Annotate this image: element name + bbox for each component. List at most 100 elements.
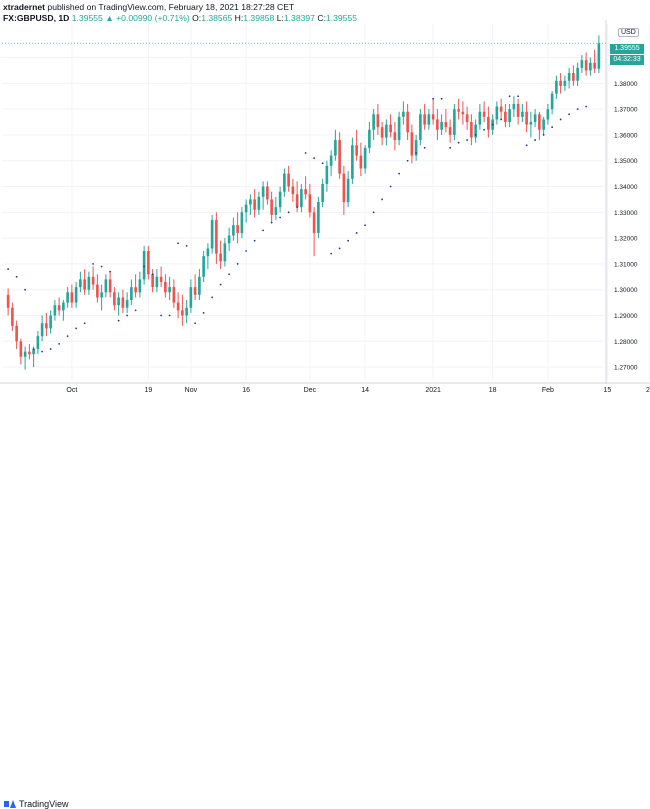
candle-body: [108, 279, 112, 293]
candle-body: [32, 349, 35, 355]
symbol-label: FX:GBPUSD, 1D: [3, 13, 70, 23]
sar-dot: [15, 275, 18, 278]
sar-dot: [381, 198, 384, 201]
candle-body: [147, 251, 150, 275]
candle-body: [444, 122, 448, 128]
candle-body: [176, 302, 180, 311]
candle-body: [19, 341, 23, 357]
sar-dot: [126, 314, 129, 317]
sar-dot: [143, 265, 146, 268]
low-label: L:: [276, 13, 284, 23]
candle-body: [550, 93, 554, 110]
candle-body: [402, 111, 405, 117]
x-tick-label: 18: [489, 387, 497, 394]
candle-body: [436, 119, 439, 130]
candle-body: [198, 276, 201, 295]
low-value: 1.38397: [283, 13, 315, 23]
symbol-header: FX:GBPUSD, 1D 1.39555 ▲ +0.00990 (+0.71%…: [3, 13, 357, 23]
sar-dot: [58, 342, 61, 345]
y-tick-label: 1.29000: [614, 313, 638, 320]
sar-dot: [321, 162, 324, 165]
sar-dot: [491, 123, 494, 126]
candle-body: [219, 253, 222, 262]
y-tick-label: 1.27000: [614, 365, 638, 372]
high-label: H:: [234, 13, 244, 23]
sar-dot: [83, 322, 86, 325]
candle-body: [240, 212, 244, 233]
y-tick-label: 1.37000: [614, 107, 638, 114]
candle-body: [461, 111, 465, 115]
sar-dot: [160, 314, 163, 317]
sar-dot: [534, 139, 537, 141]
candle-body: [529, 122, 533, 125]
published-text: published on TradingView.com, February 1…: [47, 2, 295, 12]
y-tick-label: 1.36000: [614, 132, 638, 139]
sar-dot: [24, 288, 27, 291]
candle-body: [142, 251, 146, 280]
sar-dot: [330, 252, 333, 255]
candle-body: [91, 276, 95, 285]
sar-dot: [466, 139, 469, 141]
x-tick-label: 2021: [425, 387, 441, 394]
candle-body: [555, 80, 558, 94]
sar-dot: [517, 95, 520, 98]
sar-dot: [355, 232, 358, 234]
candle-body: [291, 186, 295, 195]
sar-dot: [134, 309, 137, 312]
sar-dot: [194, 322, 197, 325]
candle-body: [159, 276, 163, 282]
candle-body: [329, 155, 333, 166]
candle-body: [525, 111, 528, 125]
candle-body: [521, 111, 524, 117]
candle-body: [325, 165, 329, 184]
x-tick-label: Oct: [66, 387, 77, 394]
candle-body: [593, 62, 596, 69]
price-chart[interactable]: 1.27000 1.28000 1.29000 1.30000 1.31000 1.320…: [0, 0, 650, 398]
sar-dot: [253, 239, 256, 242]
candle-body: [274, 207, 278, 215]
tradingview-logo[interactable]: TradingView: [4, 799, 69, 809]
candle-body: [410, 132, 414, 156]
sar-dot: [287, 211, 290, 214]
candle-body: [304, 189, 307, 195]
candle-body: [334, 140, 337, 156]
currency-label[interactable]: USD: [618, 28, 639, 37]
candle-body: [70, 292, 74, 303]
sar-dot: [432, 97, 435, 100]
close-label: C:: [317, 13, 326, 23]
sar-dot: [7, 268, 10, 270]
candle-body: [40, 323, 44, 337]
candle-body: [270, 199, 273, 215]
candle-body: [181, 310, 184, 316]
candle-body: [113, 292, 116, 306]
sar-dot: [551, 126, 554, 129]
candle-body: [6, 294, 10, 308]
candle-body: [104, 279, 108, 293]
candle-body: [538, 114, 541, 130]
sar-dot: [202, 312, 205, 314]
candle-body: [512, 103, 516, 110]
candle-body: [406, 111, 409, 133]
candle-body: [210, 220, 214, 249]
y-tick-label: 1.35000: [614, 158, 638, 165]
candle-body: [380, 127, 384, 138]
sar-dot: [457, 141, 460, 144]
candle-body: [487, 116, 490, 130]
candle-body: [542, 119, 545, 130]
sar-dot: [66, 335, 69, 338]
sar-dot: [109, 270, 112, 273]
sar-dot: [585, 105, 588, 108]
sar-dot: [542, 134, 545, 136]
candle-body: [79, 279, 82, 288]
sar-dot: [559, 118, 562, 121]
candle-body: [572, 73, 575, 81]
candle-body: [193, 287, 197, 295]
candle-body: [338, 140, 341, 174]
candle-body: [546, 109, 550, 120]
candle-body: [457, 109, 460, 112]
x-tick-label: Feb: [542, 387, 554, 394]
candle-body: [134, 287, 137, 293]
candle-body: [151, 274, 154, 288]
candle-body: [53, 305, 57, 316]
sar-dot: [228, 273, 231, 276]
